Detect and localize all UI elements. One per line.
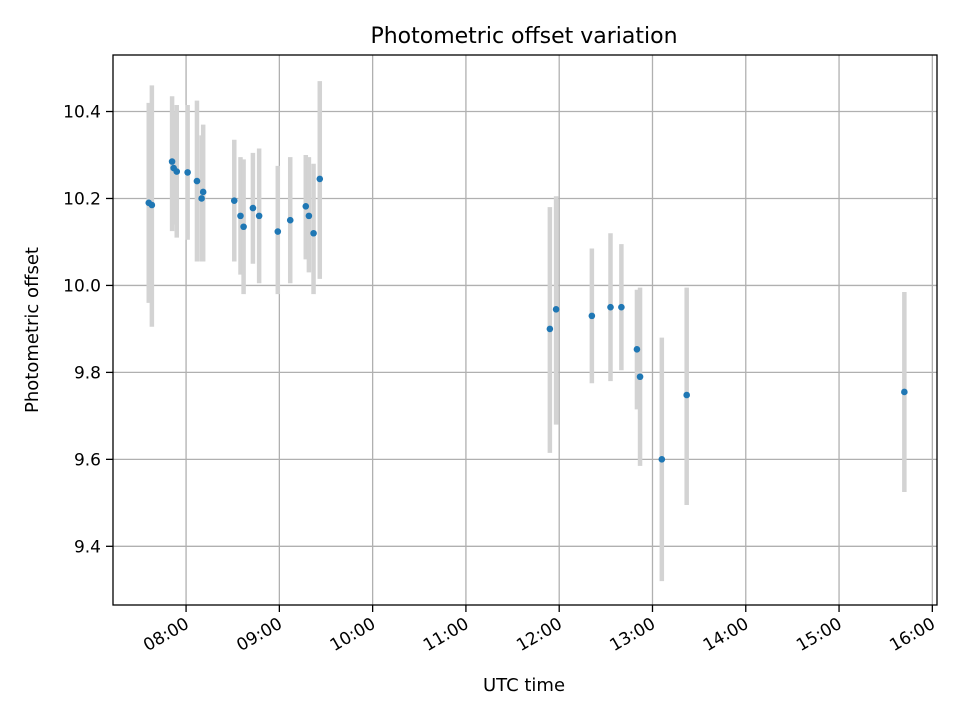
data-point: [274, 228, 282, 235]
data-point: [588, 312, 596, 320]
data-point: [901, 388, 908, 396]
data-point: [173, 168, 181, 175]
x-tick-label: 13:00: [607, 614, 659, 656]
data-point: [658, 456, 666, 463]
y-axis-ticks: 9.4 9.6 9.8 10.0 10.2 10.4: [63, 103, 113, 557]
data-points: [145, 158, 908, 463]
y-tick-label: 10.0: [63, 276, 101, 296]
data-point: [310, 229, 317, 237]
data-point: [546, 325, 554, 333]
data-point: [168, 158, 176, 165]
data-point: [184, 169, 191, 176]
x-tick-label: 10:00: [327, 614, 379, 656]
x-tick-label: 16:00: [886, 614, 938, 656]
data-point: [636, 373, 644, 381]
data-point: [193, 177, 201, 185]
x-tick-label: 08:00: [140, 614, 192, 656]
x-axis-label: UTC time: [483, 675, 565, 696]
x-tick-label: 11:00: [420, 614, 472, 656]
data-point: [199, 188, 207, 196]
x-tick-label: 15:00: [793, 614, 845, 656]
error-bars: [146, 81, 907, 582]
data-point: [198, 195, 205, 202]
data-point: [240, 223, 247, 231]
x-tick-label: 09:00: [233, 614, 285, 656]
data-point: [607, 303, 614, 311]
x-tick-label: 14:00: [700, 614, 752, 656]
data-point: [237, 212, 244, 220]
data-point: [255, 212, 263, 220]
y-axis-label: Photometric offset: [22, 247, 43, 413]
chart-title: Photometric offset variation: [370, 24, 677, 49]
data-point: [302, 203, 310, 210]
data-point: [249, 204, 257, 212]
data-point: [305, 212, 313, 220]
data-point: [618, 303, 625, 311]
data-point: [286, 216, 294, 224]
y-tick-label: 9.4: [74, 537, 101, 557]
data-point: [148, 201, 156, 209]
x-tick-label: 12:00: [513, 614, 565, 656]
y-tick-label: 9.8: [74, 363, 101, 383]
data-point: [683, 391, 690, 399]
data-point: [633, 346, 641, 353]
data-point: [230, 197, 238, 204]
y-tick-label: 10.2: [63, 189, 101, 209]
y-tick-label: 10.4: [63, 103, 101, 123]
x-axis-ticks: 08:00 09:00 10:00 11:00 12:00 13:00 14:00 15:00…: [140, 605, 939, 656]
plot-frame: [112, 54, 938, 606]
data-point: [316, 175, 324, 183]
y-tick-label: 9.6: [74, 450, 101, 470]
data-point: [552, 306, 560, 313]
grid: [113, 55, 937, 605]
